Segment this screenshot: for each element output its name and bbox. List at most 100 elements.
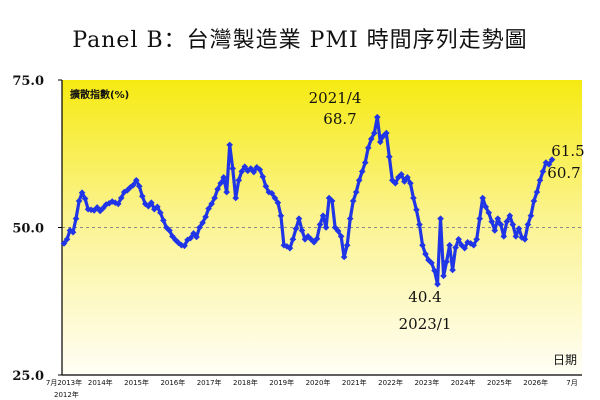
data-point <box>123 187 131 194</box>
data-point <box>500 233 508 240</box>
data-point <box>458 241 465 249</box>
data-point <box>509 221 517 228</box>
data-point <box>250 168 258 176</box>
data-point <box>69 228 77 236</box>
data-point <box>139 192 146 200</box>
data-point <box>467 240 474 247</box>
y-tick-label: 25.0 <box>12 369 44 384</box>
data-point <box>72 215 80 222</box>
data-point <box>370 129 378 137</box>
annotation-latest-high: 61.5 <box>551 142 584 160</box>
data-point <box>132 177 140 184</box>
data-point <box>488 218 496 225</box>
chart-title: Panel B：台灣製造業 PMI 時間序列走勢圖 <box>72 28 528 53</box>
x-tick-label: 2014年 <box>88 378 113 387</box>
data-point <box>313 235 321 243</box>
data-point <box>316 221 324 228</box>
data-point <box>220 174 227 181</box>
data-point <box>117 194 125 202</box>
data-point <box>383 129 390 137</box>
data-point <box>277 212 285 219</box>
data-point <box>157 209 164 217</box>
data-point <box>521 236 529 243</box>
x-tick-label: 2025年 <box>487 378 512 387</box>
data-point <box>229 165 236 172</box>
data-point <box>343 241 351 249</box>
data-point <box>187 234 194 242</box>
data-point <box>274 199 282 207</box>
data-point <box>389 177 396 184</box>
data-point <box>90 207 98 214</box>
data-point <box>506 212 514 219</box>
data-point <box>373 113 381 121</box>
data-point <box>166 227 173 234</box>
data-point <box>419 241 426 249</box>
data-point <box>151 205 158 213</box>
data-point <box>358 168 366 175</box>
x-tick-label: 7月 <box>566 379 577 387</box>
data-point <box>367 135 375 143</box>
data-point <box>482 203 490 211</box>
x-tick-label: 2021年 <box>342 378 367 387</box>
data-point <box>78 189 86 196</box>
data-point <box>515 225 523 232</box>
data-point <box>256 166 264 173</box>
data-point <box>512 233 520 240</box>
data-point <box>81 195 89 202</box>
data-point <box>154 203 161 211</box>
data-point <box>259 173 267 181</box>
data-point <box>398 171 405 178</box>
data-point <box>301 236 309 243</box>
data-point <box>461 244 468 252</box>
x-tick-label: 2018年 <box>233 378 258 387</box>
data-point <box>202 213 209 221</box>
data-point <box>60 240 68 247</box>
data-point <box>262 182 270 190</box>
data-point <box>280 241 288 249</box>
data-point <box>129 181 137 189</box>
data-point <box>361 159 369 166</box>
data-point <box>289 236 297 243</box>
data-point <box>485 209 493 217</box>
data-point <box>136 182 143 190</box>
data-point <box>428 259 435 267</box>
data-point <box>328 197 336 205</box>
data-point <box>530 197 538 205</box>
y-axis-label: 擴散指數(%) <box>70 88 129 101</box>
data-point <box>413 206 420 214</box>
data-point <box>145 202 152 210</box>
data-point <box>142 200 149 208</box>
data-point <box>66 227 74 234</box>
data-point <box>196 224 203 231</box>
y-tick-labels: 75.0 50.0 25.0 <box>12 74 62 384</box>
data-point <box>407 179 414 187</box>
data-point <box>449 266 456 274</box>
data-point <box>440 272 447 280</box>
x-tick-label: 2016年 <box>160 378 185 387</box>
data-point <box>87 206 95 214</box>
data-point <box>238 168 246 175</box>
data-point <box>226 141 233 149</box>
data-point <box>416 221 423 228</box>
data-point <box>148 199 155 207</box>
data-point <box>307 236 315 243</box>
data-point <box>205 205 212 212</box>
data-point <box>470 241 477 249</box>
data-point <box>497 221 505 228</box>
data-point <box>346 215 354 222</box>
x-tick-label: 2024年 <box>451 378 476 387</box>
data-point <box>355 177 363 184</box>
x-start-label: 2012年 <box>54 390 79 399</box>
data-point <box>404 174 411 181</box>
data-point <box>446 241 453 249</box>
data-point <box>181 242 188 250</box>
data-point <box>548 156 556 163</box>
data-point <box>75 197 83 205</box>
data-point <box>392 179 399 187</box>
annotation-trough-date: 2023/1 <box>399 315 452 333</box>
data-point <box>96 207 104 215</box>
data-point <box>349 197 357 205</box>
data-point <box>422 250 429 258</box>
data-point <box>476 215 484 222</box>
data-point <box>223 188 230 196</box>
